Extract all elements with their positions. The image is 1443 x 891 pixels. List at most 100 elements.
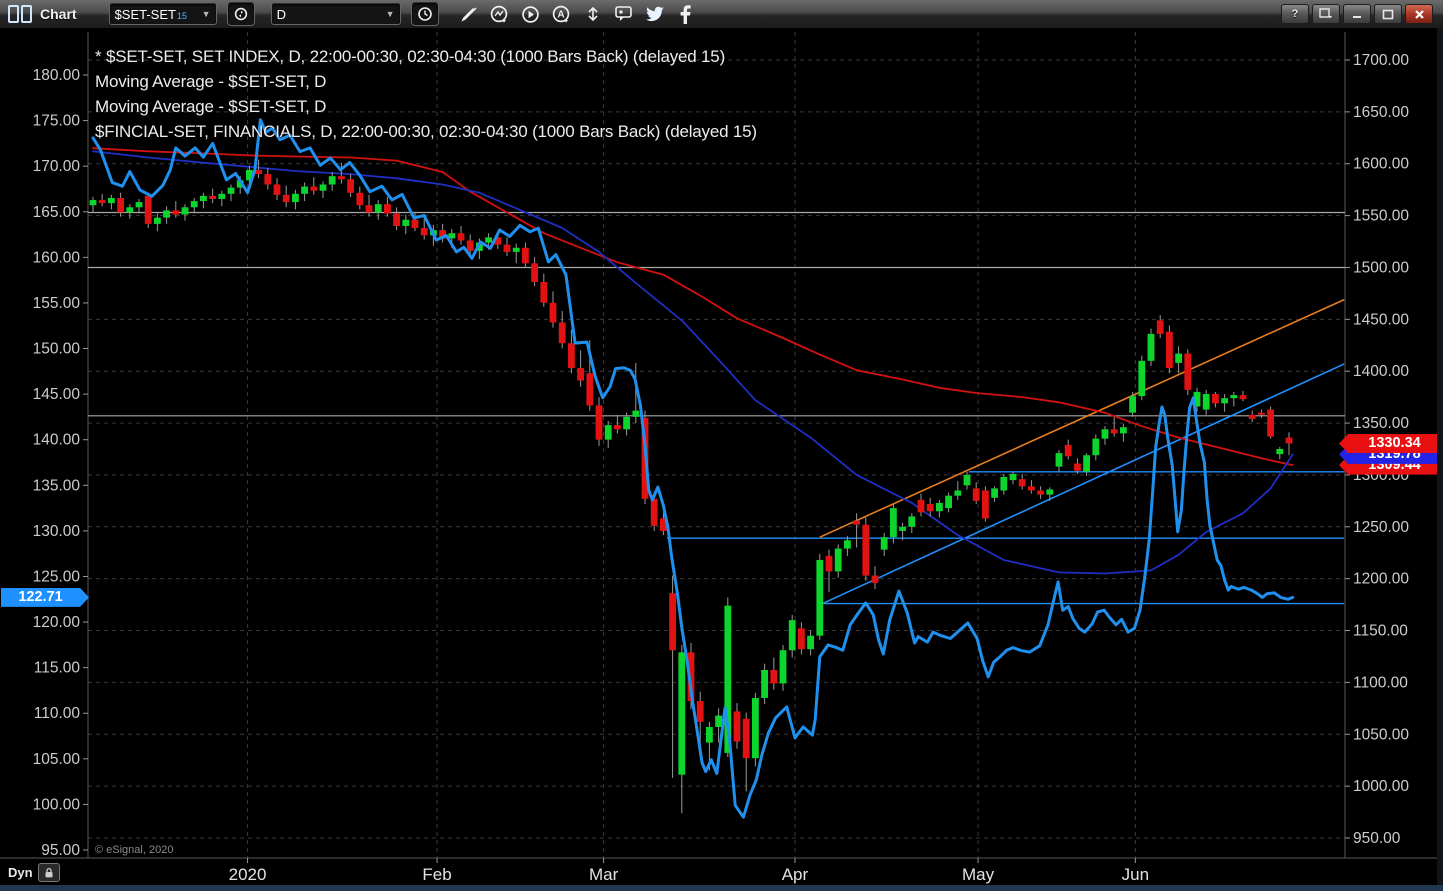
candle[interactable] <box>1037 490 1044 495</box>
candle[interactable] <box>1221 398 1228 404</box>
candle[interactable] <box>715 715 722 728</box>
candle[interactable] <box>227 187 235 194</box>
candle[interactable] <box>282 194 290 203</box>
pencil-tool-button[interactable] <box>459 4 479 24</box>
candle[interactable] <box>926 503 934 512</box>
candle[interactable] <box>503 244 511 252</box>
candle[interactable] <box>411 219 419 229</box>
candle[interactable] <box>1018 479 1026 487</box>
candle[interactable] <box>1202 394 1210 410</box>
candle[interactable] <box>733 711 741 742</box>
candle[interactable] <box>568 343 575 369</box>
orange-uptrend[interactable] <box>819 298 1345 538</box>
candle[interactable] <box>1009 473 1017 481</box>
candle[interactable] <box>945 495 952 509</box>
candle[interactable] <box>1129 396 1136 413</box>
candle[interactable] <box>779 650 787 684</box>
candle[interactable] <box>936 502 943 512</box>
candle[interactable] <box>1175 353 1182 363</box>
candle[interactable] <box>1101 429 1109 439</box>
candle[interactable] <box>788 620 796 651</box>
candle[interactable] <box>1184 353 1192 390</box>
candle[interactable] <box>531 263 538 282</box>
candle[interactable] <box>844 540 851 549</box>
interval-select[interactable]: D ▼ <box>270 3 401 25</box>
candle[interactable] <box>172 210 180 215</box>
candle[interactable] <box>374 204 382 213</box>
candle[interactable] <box>558 322 566 344</box>
legend-financials-line[interactable]: $FINCIAL-SET, FINANCIALS, D, 22:00-00:30… <box>95 122 757 141</box>
candle[interactable] <box>724 605 732 753</box>
legend-ma2-line[interactable]: Moving Average - $SET-SET, D <box>95 97 327 116</box>
minimize-button[interactable] <box>1343 4 1371 24</box>
candle[interactable] <box>650 498 658 526</box>
annotate-tool-button[interactable]: A <box>552 4 572 24</box>
candle[interactable] <box>439 230 446 239</box>
refresh-settings-button[interactable] <box>226 2 255 26</box>
help-button[interactable]: ? <box>1281 4 1309 24</box>
cyan-uptrend[interactable] <box>822 363 1345 605</box>
replay-tool-button[interactable] <box>521 4 541 24</box>
candle[interactable] <box>190 201 198 208</box>
candle[interactable] <box>1212 394 1219 404</box>
candle[interactable] <box>706 727 713 743</box>
candle[interactable] <box>972 488 980 501</box>
candle[interactable] <box>1028 486 1035 491</box>
candle[interactable] <box>1147 333 1155 361</box>
candle[interactable] <box>807 635 814 650</box>
candle[interactable] <box>908 516 916 527</box>
candle[interactable] <box>1092 438 1100 456</box>
candle[interactable] <box>540 281 548 303</box>
candle[interactable] <box>218 193 226 200</box>
candle[interactable] <box>678 652 686 775</box>
candle[interactable] <box>356 192 364 206</box>
chat-tool-button[interactable] <box>614 4 634 24</box>
candle[interactable] <box>494 237 502 245</box>
candle[interactable] <box>770 669 778 684</box>
candle[interactable] <box>1285 437 1293 444</box>
candle[interactable] <box>761 669 768 698</box>
candle[interactable] <box>181 207 189 215</box>
candle[interactable] <box>982 490 989 519</box>
candle[interactable] <box>448 233 456 239</box>
candle[interactable] <box>1230 395 1238 399</box>
candle[interactable] <box>586 373 594 406</box>
candle[interactable] <box>512 247 520 252</box>
legend-symbol-line[interactable]: * $SET-SET, SET INDEX, D, 22:00-00:30, 0… <box>95 47 726 66</box>
candle[interactable] <box>310 186 318 191</box>
candle[interactable] <box>98 200 106 204</box>
candle[interactable] <box>752 697 759 759</box>
candle[interactable] <box>604 425 612 440</box>
candle[interactable] <box>1074 463 1081 471</box>
close-button[interactable] <box>1405 4 1433 24</box>
candle[interactable] <box>89 200 97 206</box>
candle[interactable] <box>255 169 262 175</box>
time-template-button[interactable] <box>410 2 439 26</box>
candle[interactable] <box>1166 331 1173 369</box>
candle[interactable] <box>871 575 879 583</box>
candle[interactable] <box>1193 391 1201 407</box>
candle[interactable] <box>862 524 870 576</box>
candle[interactable] <box>991 488 998 498</box>
candle[interactable] <box>347 179 354 193</box>
send-tool-button[interactable] <box>583 4 603 24</box>
candle[interactable] <box>328 176 336 185</box>
candle[interactable] <box>1000 477 1008 491</box>
candle[interactable] <box>954 490 962 496</box>
candle[interactable] <box>595 405 603 440</box>
candle[interactable] <box>880 537 888 550</box>
candle[interactable] <box>522 247 529 264</box>
candle[interactable] <box>384 204 391 214</box>
candle[interactable] <box>365 205 373 213</box>
candle[interactable] <box>742 718 750 759</box>
panel-button[interactable] <box>1312 4 1340 24</box>
candle[interactable] <box>163 210 170 218</box>
candle[interactable] <box>696 701 704 722</box>
maximize-button[interactable] <box>1374 4 1402 24</box>
candle[interactable] <box>301 186 308 194</box>
candle[interactable] <box>1156 320 1164 334</box>
candle[interactable] <box>853 520 860 525</box>
candle[interactable] <box>1120 427 1127 434</box>
candle[interactable] <box>466 240 474 251</box>
